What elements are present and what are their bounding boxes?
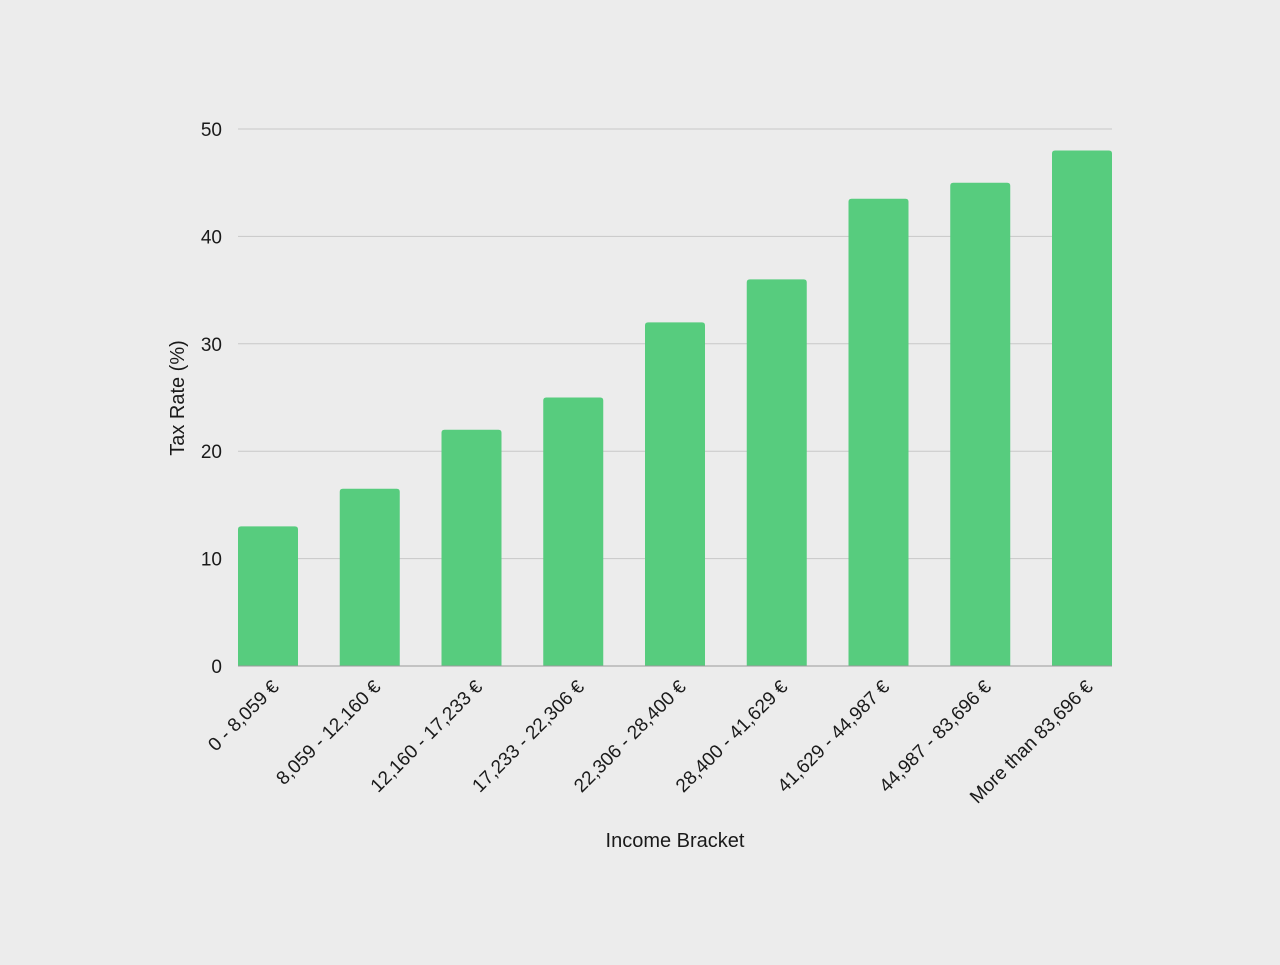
y-axis-title: Tax Rate (%)	[167, 340, 189, 456]
bar	[746, 279, 807, 666]
y-tick-label: 0	[211, 657, 222, 678]
bar	[543, 397, 604, 666]
y-tick-label: 20	[201, 442, 222, 463]
bar	[1052, 150, 1112, 667]
x-category-label: 22,306 - 28,400 €	[570, 676, 690, 796]
y-tick-label: 10	[201, 550, 222, 571]
x-category-label: 8,059 - 12,160 €	[273, 676, 386, 789]
x-category-label: 41,629 - 44,987 €	[774, 676, 894, 796]
x-category-label: 0 - 8,059 €	[204, 676, 283, 755]
y-tick-label: 40	[201, 227, 222, 248]
bars	[238, 150, 1112, 667]
x-category-label: 12,160 - 17,233 €	[367, 676, 487, 796]
x-axis-categories: 0 - 8,059 €8,059 - 12,160 €12,160 - 17,2…	[204, 676, 1097, 808]
y-axis-ticks: 0 10 20 30 40 50	[201, 120, 222, 678]
y-tick-label: 30	[201, 335, 222, 356]
x-category-label: 44,987 - 83,696 €	[876, 676, 996, 796]
bar	[848, 198, 909, 666]
bar	[441, 429, 502, 666]
bar	[339, 488, 400, 666]
x-category-label: 28,400 - 41,629 €	[672, 676, 792, 796]
x-axis-title: Income Bracket	[606, 830, 745, 852]
bar	[950, 182, 1011, 666]
bar	[238, 526, 298, 666]
bar	[645, 322, 705, 666]
x-category-label: 17,233 - 22,306 €	[469, 676, 589, 796]
y-tick-label: 50	[201, 120, 222, 141]
